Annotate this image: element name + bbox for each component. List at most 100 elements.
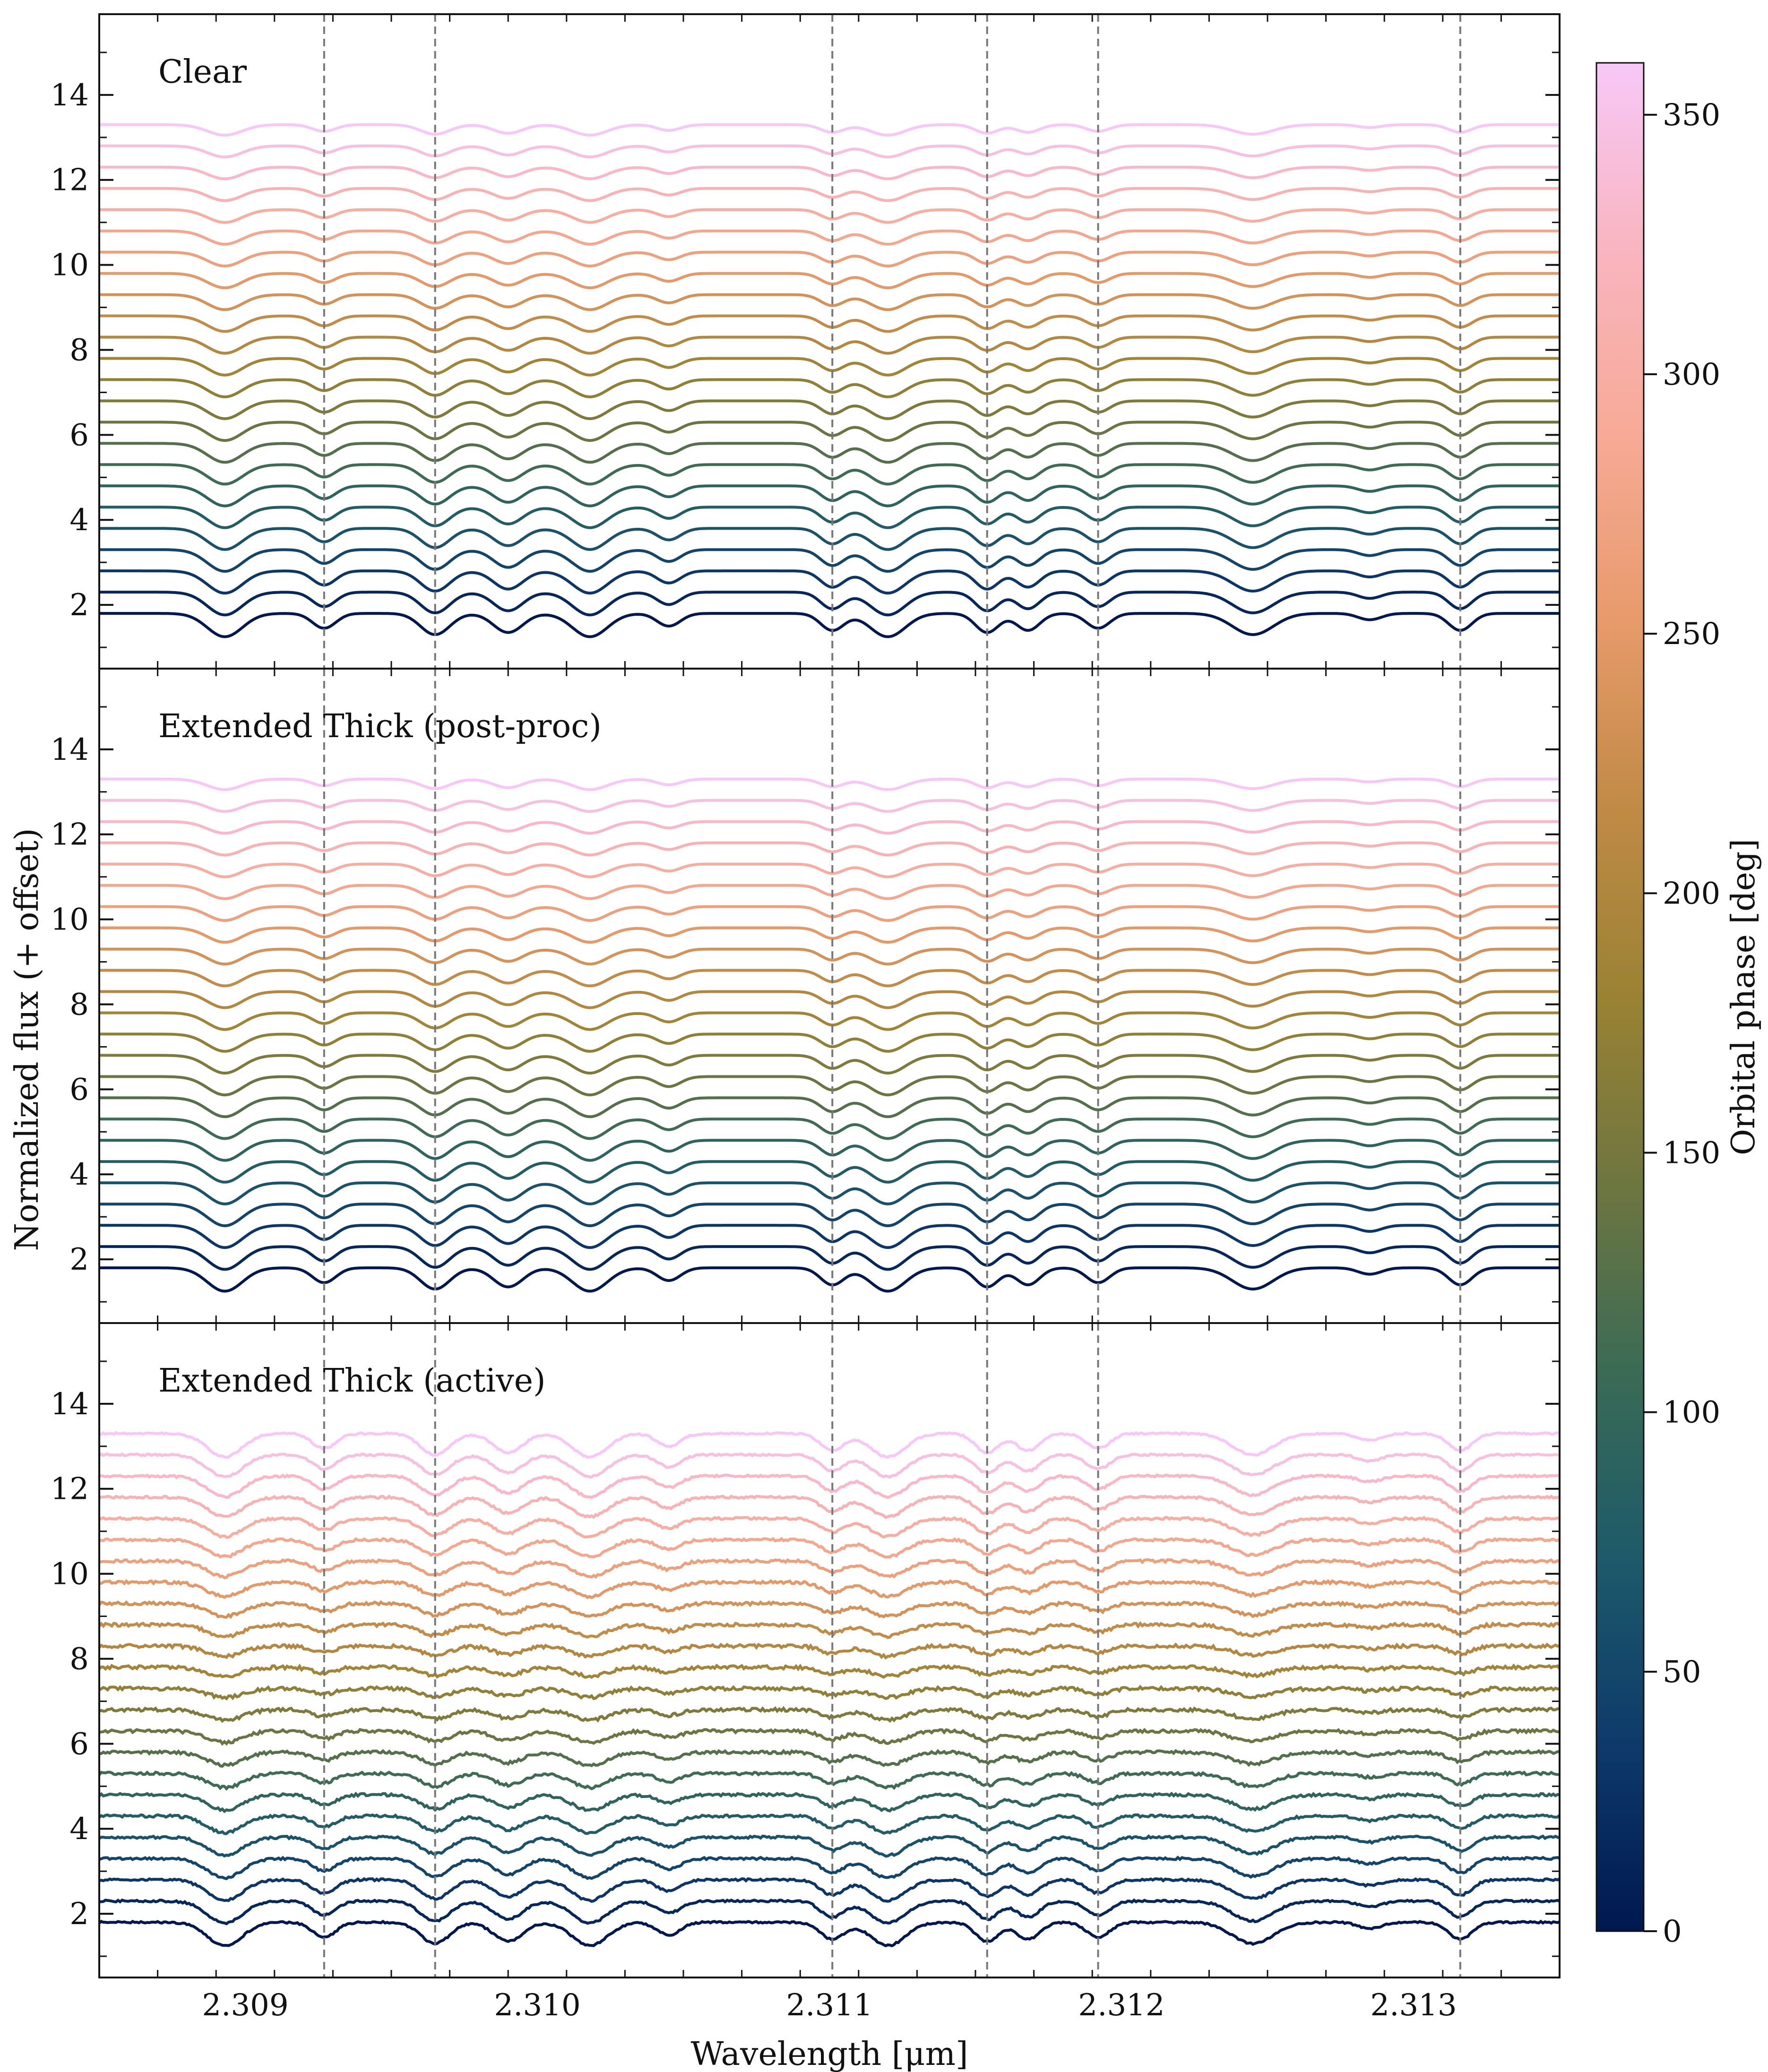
y-tick-label: 10: [51, 248, 89, 283]
y-tick-label: 10: [51, 1557, 89, 1592]
panel-extended-thick-active: Extended Thick (active) 2 4 6 8 10 12 14 2.309 2…: [51, 1322, 1561, 2023]
colorbar-tick-label: 150: [1663, 1136, 1720, 1171]
spectrum-line: [99, 378, 1560, 398]
panel-clear: Clear 2 4 6 8 10 12 14: [51, 13, 1561, 670]
spectrum-line: [99, 335, 1560, 355]
y-tick-label: 12: [51, 817, 89, 852]
spectrum-line: [99, 208, 1560, 224]
spectrum-line: [98, 1663, 1561, 1679]
spectrum-line: [99, 527, 1560, 551]
spectrum-line: [99, 612, 1560, 638]
y-tick-label: 6: [69, 418, 89, 453]
panel-title-post-proc: Extended Thick (post-proc): [158, 708, 602, 745]
spectrum-line: [99, 1728, 1560, 1746]
spectrum-line: [99, 1181, 1560, 1205]
spectrum-line: [98, 1537, 1561, 1559]
spectrum-line: [98, 1494, 1561, 1520]
spectrum-line: [99, 293, 1560, 311]
spectrum-line: [98, 1515, 1561, 1539]
spectrum-line: [99, 926, 1560, 944]
spectrum-line: [98, 1834, 1560, 1858]
spectrum-line: [99, 777, 1560, 791]
x-axis-label: Wavelength [μm]: [691, 2036, 968, 2072]
spectrum-line: [99, 969, 1560, 988]
x-tick-label: 2.310: [494, 1988, 580, 2023]
spectrum-line: [99, 314, 1560, 333]
spectrum-line: [98, 1685, 1560, 1701]
spectrum-line: [99, 229, 1560, 246]
spectrum-line: [98, 1706, 1560, 1723]
panel-title-active: Extended Thick (active): [158, 1362, 546, 1400]
spectrum-line: [99, 862, 1560, 878]
spectrum-line: [99, 1139, 1560, 1162]
x-tick-label: 2.312: [1078, 1988, 1164, 2023]
spectrum-line: [99, 1075, 1560, 1097]
spectrum-line: [99, 799, 1560, 813]
colorbar-tick-label: 200: [1663, 876, 1720, 911]
spectrum-line: [99, 905, 1560, 922]
spectrum-line: [99, 841, 1560, 857]
spectrum-line: [99, 1877, 1561, 1903]
spectrum-line: [98, 1600, 1561, 1619]
spectrum-line: [98, 1642, 1561, 1660]
panel-extended-thick-post-proc: Extended Thick (post-proc) 2 4 6 8 10 12 14: [51, 668, 1561, 1324]
panel-frame: [98, 1322, 1561, 1978]
x-tick-label: 2.309: [202, 1988, 288, 2023]
spectrum-line: [99, 1266, 1560, 1293]
colorbar-tick-label: 100: [1663, 1395, 1720, 1430]
y-tick-label: 2: [69, 1897, 89, 1932]
spectrum-line: [99, 990, 1560, 1009]
y-tick-label: 2: [69, 1242, 89, 1277]
spectrum-line: [99, 548, 1560, 573]
spectrum-line: [98, 1919, 1561, 1948]
spectrum-line: [99, 1579, 1561, 1599]
y-tick-label: 8: [69, 1642, 89, 1677]
spectrum-line: [98, 1473, 1560, 1499]
spectrum-line: [99, 357, 1560, 377]
spectrum-line: [99, 1203, 1560, 1228]
colorbar-gradient: [1596, 62, 1645, 1932]
spectrum-line: [99, 399, 1560, 421]
y-tick-label: 14: [51, 1387, 89, 1422]
spectrum-line: [98, 1621, 1561, 1639]
spectrum-line: [99, 569, 1560, 595]
spectrum-line: [99, 144, 1560, 159]
y-tick-label: 6: [69, 1072, 89, 1107]
y-tick-label: 4: [69, 1812, 89, 1847]
y-tick-label: 8: [69, 333, 89, 368]
colorbar-tick-label: 350: [1663, 98, 1720, 133]
spectrum-line: [99, 1096, 1560, 1118]
spectrum-line: [99, 250, 1560, 268]
spectrum-line: [99, 1011, 1560, 1031]
spectrum-line: [98, 1856, 1561, 1881]
spectrum-line: [99, 591, 1560, 617]
spectrum-line: [99, 165, 1560, 181]
spectrum-line: [98, 1813, 1561, 1835]
y-tick-label: 4: [69, 503, 89, 538]
spectrum-line: [99, 484, 1560, 507]
spectrum-line: [99, 1557, 1561, 1580]
spectrum-line: [98, 1791, 1560, 1814]
colorbar-tick-label: 250: [1663, 617, 1720, 652]
panel-title-clear: Clear: [158, 53, 247, 91]
colorbar-tick-label: 300: [1663, 357, 1720, 392]
spectrum-line: [99, 506, 1560, 529]
spectrum-line: [99, 463, 1560, 486]
colorbar: Orbital phase [deg] 0 50 100 150 200 250 300 35…: [1596, 62, 1762, 1949]
y-tick-label: 8: [69, 987, 89, 1022]
colorbar-label: Orbital phase [deg]: [1725, 839, 1762, 1155]
y-tick-label: 6: [69, 1727, 89, 1762]
spectrum-line: [99, 1118, 1560, 1140]
spectrum-line: [99, 187, 1560, 202]
spectrum-line: [99, 1032, 1560, 1053]
y-tick-label: 10: [51, 903, 89, 937]
y-axis-label: Normalized flux (+ offset): [9, 828, 46, 1251]
spectrum-line: [99, 1749, 1560, 1768]
spectrum-line: [99, 884, 1560, 900]
spectrum-line: [99, 1245, 1560, 1271]
y-tick-label: 12: [51, 1472, 89, 1507]
y-tick-label: 14: [51, 78, 89, 113]
spectrum-line: [99, 123, 1560, 137]
spectrum-line: [99, 1054, 1560, 1075]
